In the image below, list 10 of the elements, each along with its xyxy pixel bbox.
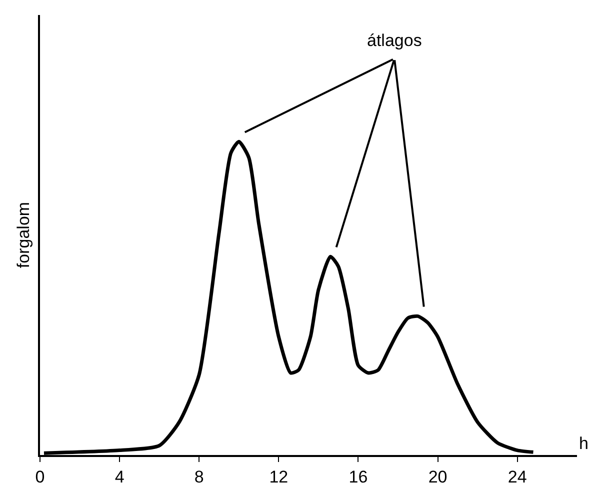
x-tick-label: 8: [194, 467, 204, 486]
x-tick-label: 16: [348, 467, 368, 486]
x-tick-label: 24: [508, 467, 527, 486]
text: átlagos: [367, 31, 422, 50]
x-tick-label: 4: [114, 467, 124, 486]
y-axis-title: forgalom: [14, 202, 34, 268]
x-tick-label: 12: [269, 467, 288, 486]
x-axis-title: h: [579, 434, 588, 453]
x-tick-label: 0: [35, 467, 45, 486]
x-tick-label: 20: [428, 467, 448, 486]
